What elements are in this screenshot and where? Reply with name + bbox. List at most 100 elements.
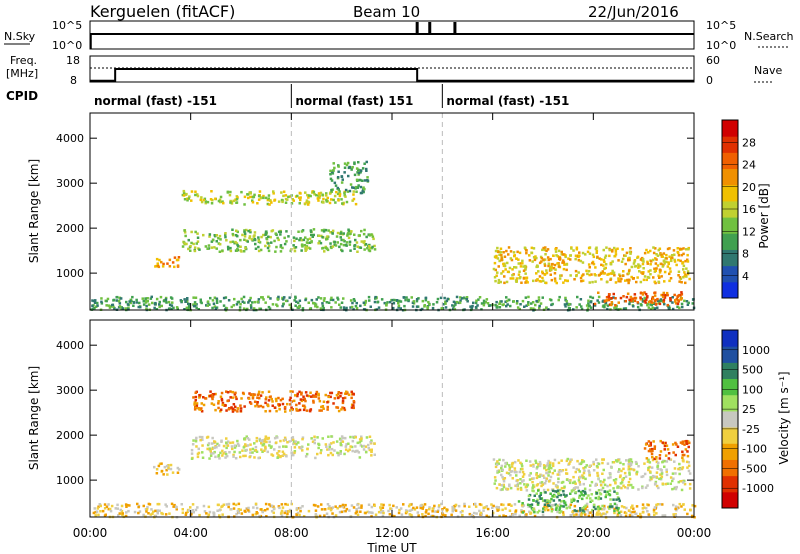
data-cell xyxy=(331,512,334,515)
data-cell xyxy=(246,240,249,243)
data-cell xyxy=(534,461,538,465)
data-cell xyxy=(555,254,558,257)
data-cell xyxy=(686,272,690,276)
data-cell xyxy=(247,301,250,304)
data-cell xyxy=(289,409,292,412)
data-cell xyxy=(529,464,532,467)
data-cell xyxy=(117,300,121,303)
data-cell xyxy=(502,480,506,483)
data-cell xyxy=(355,241,359,244)
data-cell xyxy=(344,195,347,198)
data-cell xyxy=(565,263,569,266)
data-cell xyxy=(663,459,666,463)
data-cell xyxy=(635,505,639,508)
data-cell xyxy=(354,305,358,308)
data-cell xyxy=(190,230,193,234)
data-cell xyxy=(247,509,250,512)
data-cell xyxy=(612,479,616,482)
data-cell xyxy=(594,484,597,487)
data-cell xyxy=(660,293,663,297)
data-cell xyxy=(677,467,680,471)
data-cell xyxy=(187,304,191,308)
data-cell xyxy=(562,493,566,496)
data-cell xyxy=(514,279,518,282)
data-cell xyxy=(455,295,459,299)
data-cell xyxy=(187,509,191,512)
data-cell xyxy=(247,196,250,200)
data-cell xyxy=(184,513,188,516)
data-cell xyxy=(356,186,359,189)
data-cell xyxy=(236,230,239,234)
data-cell xyxy=(675,263,678,267)
data-cell xyxy=(576,486,580,489)
data-cell xyxy=(688,487,692,490)
data-cell xyxy=(472,511,476,515)
data-cell xyxy=(421,507,424,510)
data-cell xyxy=(524,485,528,489)
data-cell xyxy=(217,444,221,447)
data-cell xyxy=(612,271,615,275)
data-cell xyxy=(210,402,214,405)
data-cell xyxy=(614,248,618,251)
data-cell xyxy=(582,273,585,276)
data-cell xyxy=(257,239,261,243)
data-cell xyxy=(681,440,685,443)
data-cell xyxy=(335,235,339,238)
data-cell xyxy=(302,238,306,242)
data-cell xyxy=(666,482,669,485)
data-cell xyxy=(175,508,178,511)
data-cell xyxy=(593,304,597,307)
data-cell xyxy=(558,506,562,509)
data-cell xyxy=(687,461,691,464)
data-cell xyxy=(685,442,689,445)
data-cell xyxy=(181,508,184,511)
data-cell xyxy=(660,275,663,278)
data-cell xyxy=(544,508,547,512)
colorbar-swatch xyxy=(722,491,738,509)
data-cell xyxy=(527,295,530,299)
data-cell xyxy=(261,444,264,447)
data-cell xyxy=(545,306,548,309)
data-cell xyxy=(570,490,574,493)
data-cell xyxy=(352,186,355,189)
data-cell xyxy=(669,482,672,485)
data-cell xyxy=(365,436,369,439)
data-cell xyxy=(116,503,119,507)
data-cell xyxy=(275,245,278,249)
data-cell xyxy=(288,303,291,307)
data-cell xyxy=(285,455,288,458)
data-cell xyxy=(511,461,515,465)
data-cell xyxy=(228,451,231,454)
data-cell xyxy=(329,298,333,301)
data-cell xyxy=(609,498,612,501)
data-cell xyxy=(609,278,612,281)
data-cell xyxy=(177,256,181,259)
data-cell xyxy=(300,446,303,449)
data-cell xyxy=(508,298,511,302)
data-cell xyxy=(185,306,189,310)
data-cell xyxy=(271,303,275,306)
data-cell xyxy=(338,437,342,441)
data-cell xyxy=(326,401,329,404)
data-cell xyxy=(475,512,478,515)
data-cell xyxy=(549,500,552,503)
data-cell xyxy=(425,509,428,512)
data-cell xyxy=(508,266,512,270)
data-cell xyxy=(499,251,503,254)
data-cell xyxy=(103,503,107,506)
data-cell xyxy=(641,503,645,506)
data-cell xyxy=(649,307,653,311)
data-cell xyxy=(468,505,471,508)
data-cell xyxy=(309,194,312,198)
data-cell xyxy=(219,451,222,455)
data-cell xyxy=(93,301,97,304)
data-cell xyxy=(576,500,579,503)
data-cell xyxy=(399,507,403,510)
data-cell xyxy=(538,261,542,265)
data-cell xyxy=(667,457,671,460)
data-cell xyxy=(124,514,128,518)
data-cell xyxy=(501,488,504,491)
data-cell xyxy=(219,408,223,411)
data-cell xyxy=(480,503,483,507)
data-cell xyxy=(347,393,351,396)
